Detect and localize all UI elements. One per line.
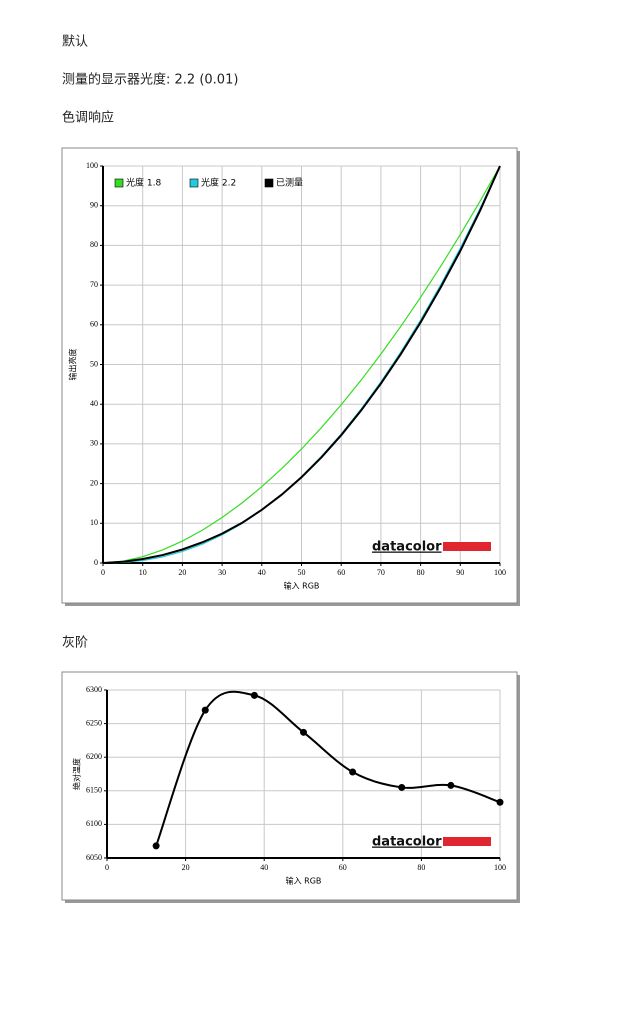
heading: 默认 bbox=[62, 34, 88, 50]
data-point bbox=[300, 728, 307, 736]
x-tick-label: 80 bbox=[417, 863, 425, 872]
y-axis-label: 绝对温度 bbox=[72, 758, 82, 790]
y-tick-label: 0 bbox=[94, 558, 98, 567]
y-tick-label: 6250 bbox=[86, 718, 102, 727]
data-point bbox=[250, 691, 258, 699]
y-axis-label: 输出亮度 bbox=[68, 349, 78, 381]
x-tick-label: 0 bbox=[101, 568, 105, 577]
y-tick-label: 10 bbox=[90, 518, 98, 527]
y-tick-label: 50 bbox=[90, 359, 98, 368]
watermark: datacolor bbox=[372, 835, 442, 850]
legend-swatch bbox=[114, 178, 124, 188]
x-tick-label: 50 bbox=[298, 568, 306, 577]
y-tick-label: 100 bbox=[86, 161, 98, 170]
y-tick-label: 6200 bbox=[86, 752, 102, 761]
y-tick-label: 6100 bbox=[86, 819, 102, 828]
x-tick-label: 30 bbox=[218, 568, 226, 577]
x-tick-label: 60 bbox=[337, 568, 345, 577]
data-point bbox=[496, 798, 504, 806]
data-point bbox=[201, 706, 209, 714]
y-tick-label: 30 bbox=[90, 439, 98, 448]
x-tick-label: 20 bbox=[178, 568, 186, 577]
data-point bbox=[152, 842, 160, 850]
y-tick-label: 6300 bbox=[86, 685, 102, 694]
x-axis-label: 输入 RGB bbox=[286, 876, 322, 886]
x-tick-label: 60 bbox=[339, 863, 347, 872]
x-tick-label: 100 bbox=[494, 863, 506, 872]
heading: 测量的显示器光度: 2.2 (0.01) bbox=[62, 72, 238, 88]
legend-label: 光度 2.2 bbox=[201, 177, 236, 189]
x-tick-label: 10 bbox=[139, 568, 147, 577]
x-tick-label: 80 bbox=[417, 568, 425, 577]
x-tick-label: 100 bbox=[494, 568, 506, 577]
y-tick-label: 40 bbox=[90, 399, 98, 408]
y-tick-label: 6150 bbox=[86, 786, 102, 795]
data-point bbox=[398, 783, 406, 791]
y-tick-label: 70 bbox=[90, 280, 98, 289]
watermark: datacolor bbox=[372, 540, 442, 555]
y-tick-label: 80 bbox=[90, 240, 98, 249]
legend-label: 光度 1.8 bbox=[126, 177, 161, 189]
x-axis-label: 输入 RGB bbox=[284, 581, 320, 591]
chart-panel bbox=[61, 147, 518, 604]
heading: 灰阶 bbox=[62, 636, 88, 651]
y-tick-label: 90 bbox=[90, 201, 98, 210]
legend-label: 已测量 bbox=[276, 178, 303, 189]
y-tick-label: 20 bbox=[90, 478, 98, 487]
heading: 色调响应 bbox=[62, 110, 114, 126]
watermark-bar bbox=[443, 837, 491, 846]
x-tick-label: 40 bbox=[258, 568, 266, 577]
x-tick-label: 40 bbox=[260, 863, 268, 872]
legend-swatch bbox=[264, 178, 274, 188]
x-tick-label: 90 bbox=[456, 568, 464, 577]
data-point bbox=[447, 781, 455, 789]
y-tick-label: 60 bbox=[90, 320, 98, 329]
data-line bbox=[102, 165, 501, 564]
data-line bbox=[155, 690, 501, 847]
x-tick-label: 70 bbox=[377, 568, 385, 577]
y-tick-label: 6050 bbox=[86, 853, 102, 862]
x-tick-label: 20 bbox=[182, 863, 190, 872]
watermark-bar bbox=[443, 542, 491, 551]
legend-swatch bbox=[189, 178, 199, 188]
data-point bbox=[349, 768, 357, 776]
data-line bbox=[102, 165, 501, 564]
x-tick-label: 0 bbox=[105, 863, 109, 872]
